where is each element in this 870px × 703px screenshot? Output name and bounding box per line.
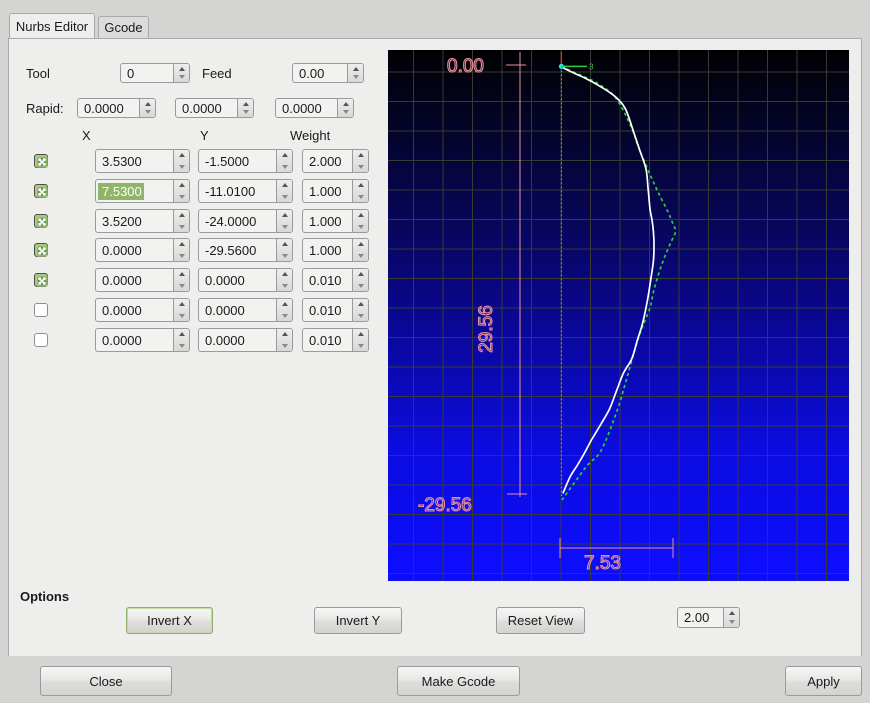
svg-text:3: 3 [589, 63, 594, 72]
svg-text:7.53: 7.53 [584, 553, 621, 574]
svg-text:29.56: 29.56 [476, 305, 497, 353]
svg-text:-29.56: -29.56 [418, 495, 472, 516]
svg-text:0.00: 0.00 [447, 56, 484, 77]
